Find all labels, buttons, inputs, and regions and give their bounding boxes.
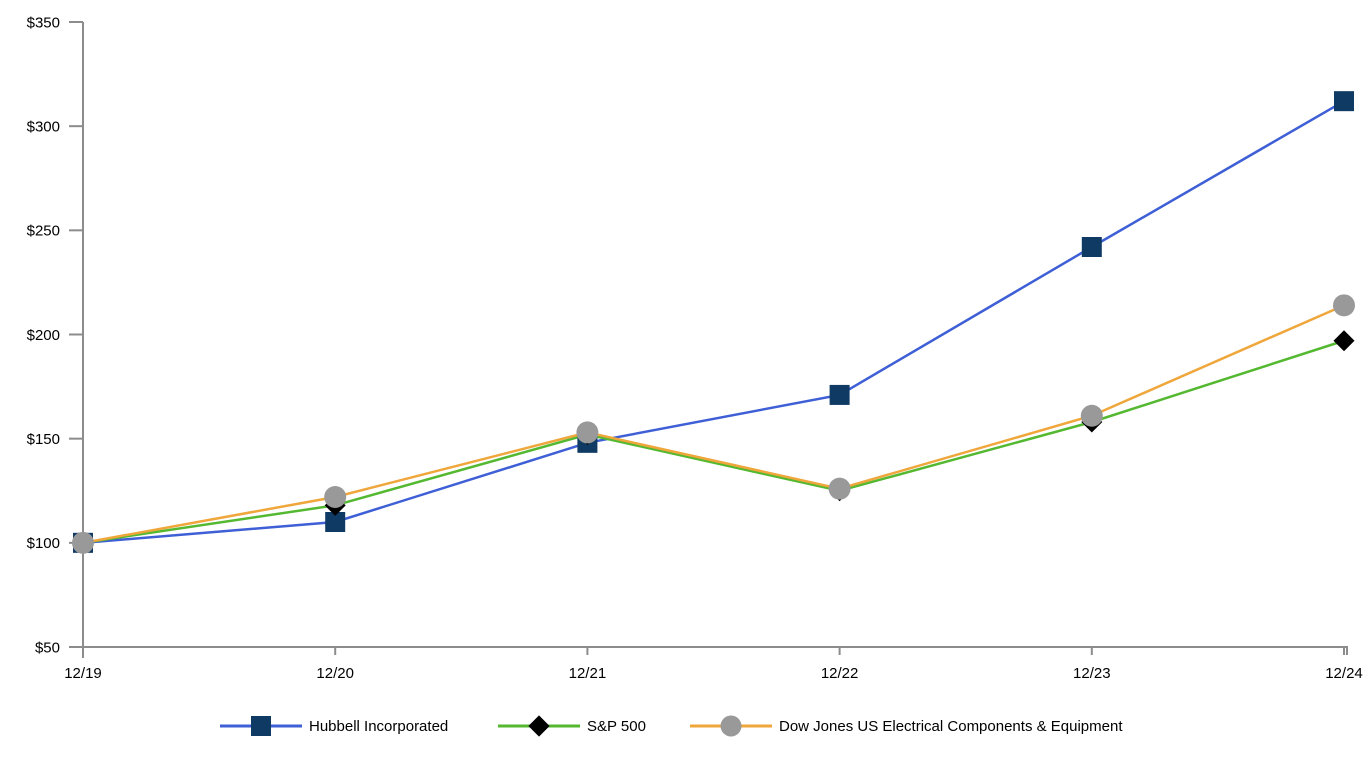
y-axis-label: $250 bbox=[27, 223, 60, 240]
data-point-circle bbox=[576, 421, 599, 444]
x-axis-label: 12/21 bbox=[569, 665, 607, 682]
x-axis-label: 12/20 bbox=[316, 665, 354, 682]
data-point-square bbox=[1081, 237, 1102, 257]
y-axis-label: $150 bbox=[27, 431, 60, 448]
data-point-circle bbox=[324, 486, 347, 508]
x-axis-label: 12/23 bbox=[1073, 665, 1111, 682]
y-axis-label: $300 bbox=[27, 118, 60, 135]
x-axis-label: 12/24 bbox=[1325, 665, 1363, 682]
legend-label-hubbell: Hubbell Incorporated bbox=[309, 717, 449, 735]
y-axis-label: $350 bbox=[27, 14, 60, 31]
legend-label-sp500: S&P 500 bbox=[587, 717, 646, 735]
legend-item-dowjones: Dow Jones US Electrical Components & Equ… bbox=[690, 713, 1123, 739]
data-point-circle bbox=[1080, 404, 1103, 427]
y-axis-label: $50 bbox=[35, 639, 60, 656]
series-line-1 bbox=[82, 339, 1345, 545]
chart-legend: Hubbell Incorporated S&P 500 Dow Jones U… bbox=[0, 713, 1364, 739]
axis-lines bbox=[82, 22, 1348, 658]
series-line-2 bbox=[82, 304, 1345, 545]
legend-swatch-hubbell bbox=[220, 713, 302, 739]
legend-swatch-dowjones bbox=[690, 713, 772, 739]
legend-swatch-sp500 bbox=[498, 713, 580, 739]
data-point-square bbox=[829, 384, 850, 405]
legend-item-sp500: S&P 500 bbox=[498, 713, 646, 739]
data-point-square bbox=[325, 512, 346, 532]
legend-item-hubbell: Hubbell Incorporated bbox=[220, 713, 448, 739]
square-marker-icon bbox=[251, 716, 271, 736]
series-line-0 bbox=[82, 100, 1345, 545]
circle-marker-icon bbox=[720, 715, 742, 737]
x-axis-label: 12/22 bbox=[821, 665, 859, 682]
diamond-marker-icon bbox=[528, 715, 550, 737]
x-axis-label: 12/19 bbox=[64, 665, 102, 682]
data-point-diamond bbox=[1333, 330, 1355, 352]
data-point-square bbox=[1334, 91, 1354, 112]
y-axis-label: $200 bbox=[27, 327, 60, 344]
legend-label-dowjones: Dow Jones US Electrical Components & Equ… bbox=[779, 717, 1123, 735]
data-point-circle bbox=[72, 531, 94, 554]
data-point-circle bbox=[828, 477, 851, 500]
data-point-circle bbox=[1333, 294, 1355, 317]
y-axis-label: $100 bbox=[27, 535, 60, 552]
